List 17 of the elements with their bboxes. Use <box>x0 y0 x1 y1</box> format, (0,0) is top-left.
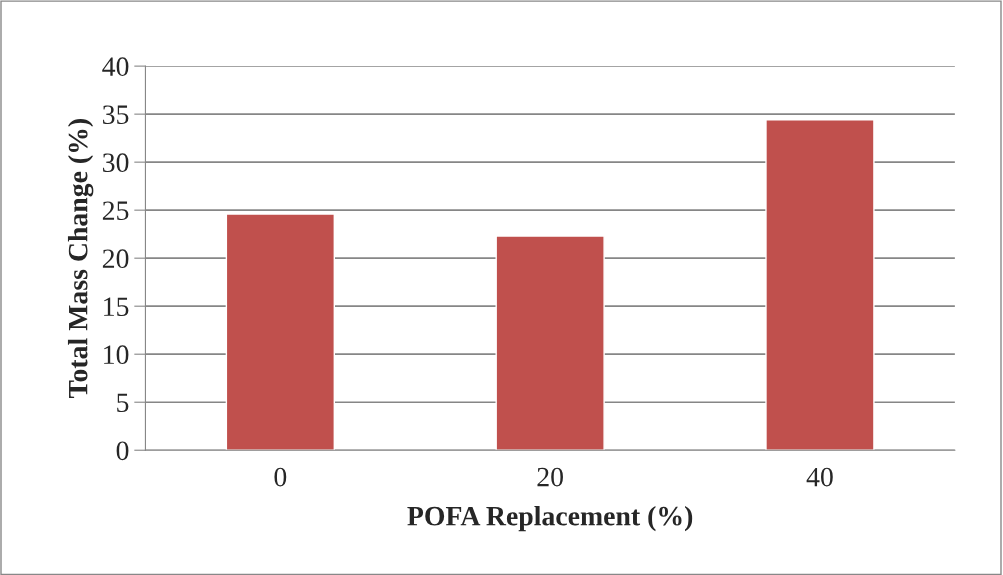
bar <box>495 235 605 451</box>
y-tick-label: 5 <box>117 393 129 413</box>
y-axis-title: Total Mass Change (%) <box>67 119 94 399</box>
y-tick-label: 10 <box>104 345 129 365</box>
y-tick-label: 40 <box>102 57 129 77</box>
y-tick-label: 25 <box>102 201 129 221</box>
y-tick-label: 35 <box>103 105 129 125</box>
y-tick-label: 0 <box>116 441 129 461</box>
y-tick-label: 20 <box>102 249 129 269</box>
x-axis-title: POFA Replacement (%) <box>407 505 693 532</box>
bar <box>765 119 875 451</box>
y-tick-label: 15 <box>104 297 129 317</box>
x-tick-label: 0 <box>274 467 287 487</box>
x-tick-label: 40 <box>806 467 833 487</box>
x-tick-label: 20 <box>537 467 563 487</box>
y-tick-label: 30 <box>103 153 129 173</box>
bar <box>225 213 335 451</box>
